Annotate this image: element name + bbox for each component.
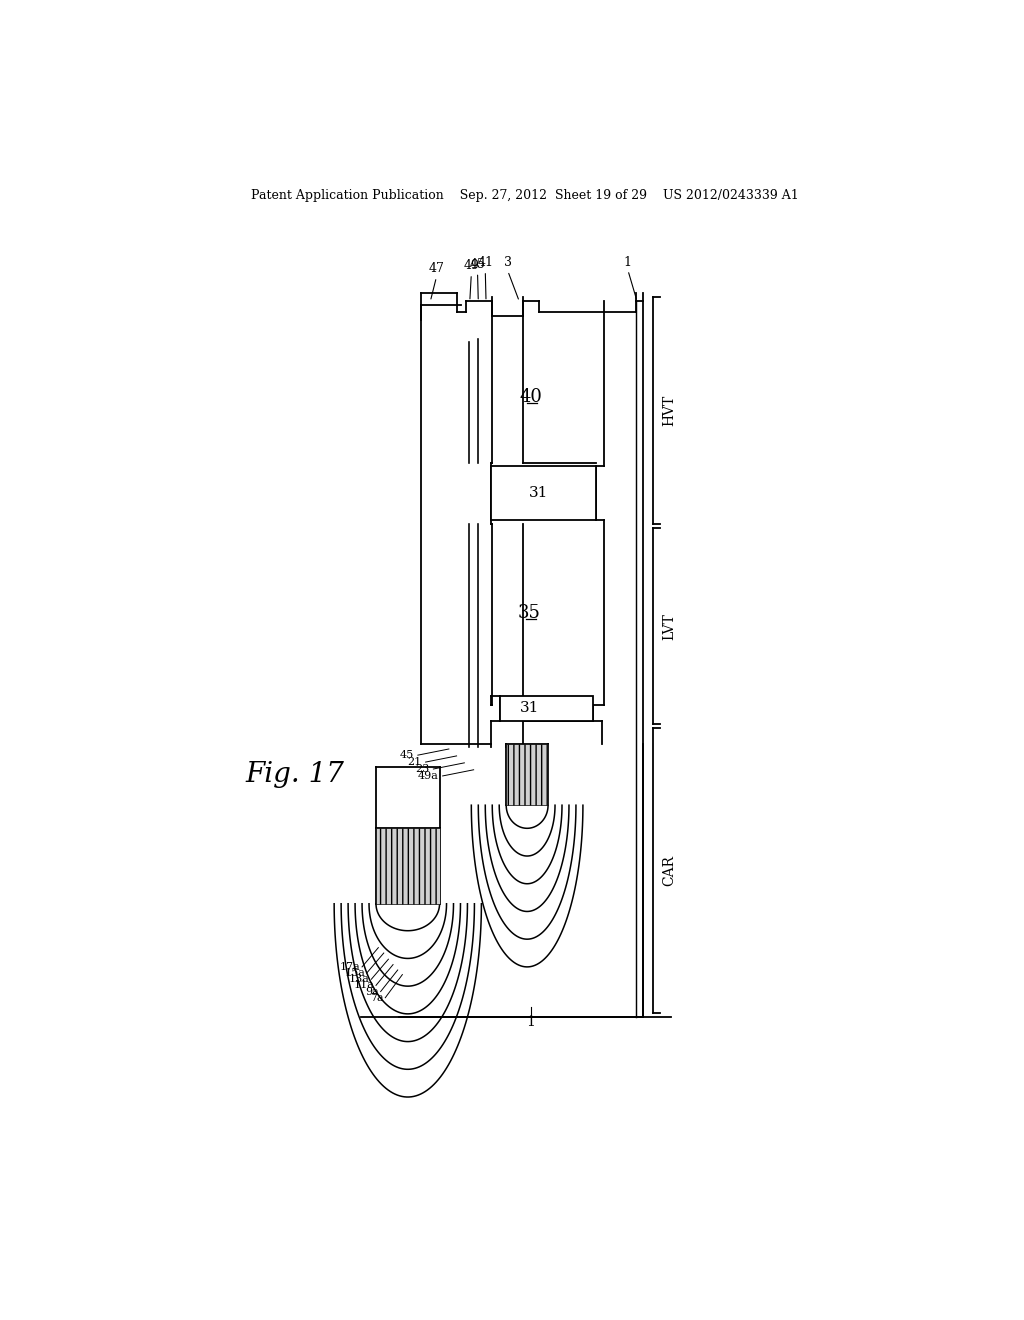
Text: 7a: 7a [370,993,384,1003]
Bar [490,466,596,520]
Text: 31: 31 [520,701,540,715]
Text: 41: 41 [477,256,494,269]
Text: CAR: CAR [663,855,677,886]
Text: HVT: HVT [663,395,677,426]
Text: 31: 31 [529,486,549,500]
Bar [376,829,439,904]
Text: Fig. 17: Fig. 17 [245,760,344,788]
Text: 45: 45 [399,750,414,760]
Text: 35: 35 [518,603,541,622]
Text: 21: 21 [408,758,422,767]
Text: 3: 3 [504,256,512,269]
Text: 13a: 13a [349,974,370,985]
Text: 40: 40 [519,388,543,407]
Text: 11a: 11a [353,981,375,990]
Text: 17a: 17a [340,962,360,972]
Text: LVT: LVT [663,612,677,640]
Text: 45: 45 [470,257,485,271]
Bar [506,743,548,805]
Text: 49: 49 [464,259,479,272]
Text: 15a: 15a [344,968,366,978]
Text: Patent Application Publication    Sep. 27, 2012  Sheet 19 of 29    US 2012/02433: Patent Application Publication Sep. 27, … [251,189,799,202]
Text: 49a: 49a [418,771,438,781]
Bar [500,696,593,721]
Text: 1: 1 [526,1015,536,1028]
Text: 1: 1 [624,256,632,268]
Text: 9a: 9a [366,986,379,997]
Text: 23: 23 [415,764,429,774]
Text: 47: 47 [428,263,444,276]
